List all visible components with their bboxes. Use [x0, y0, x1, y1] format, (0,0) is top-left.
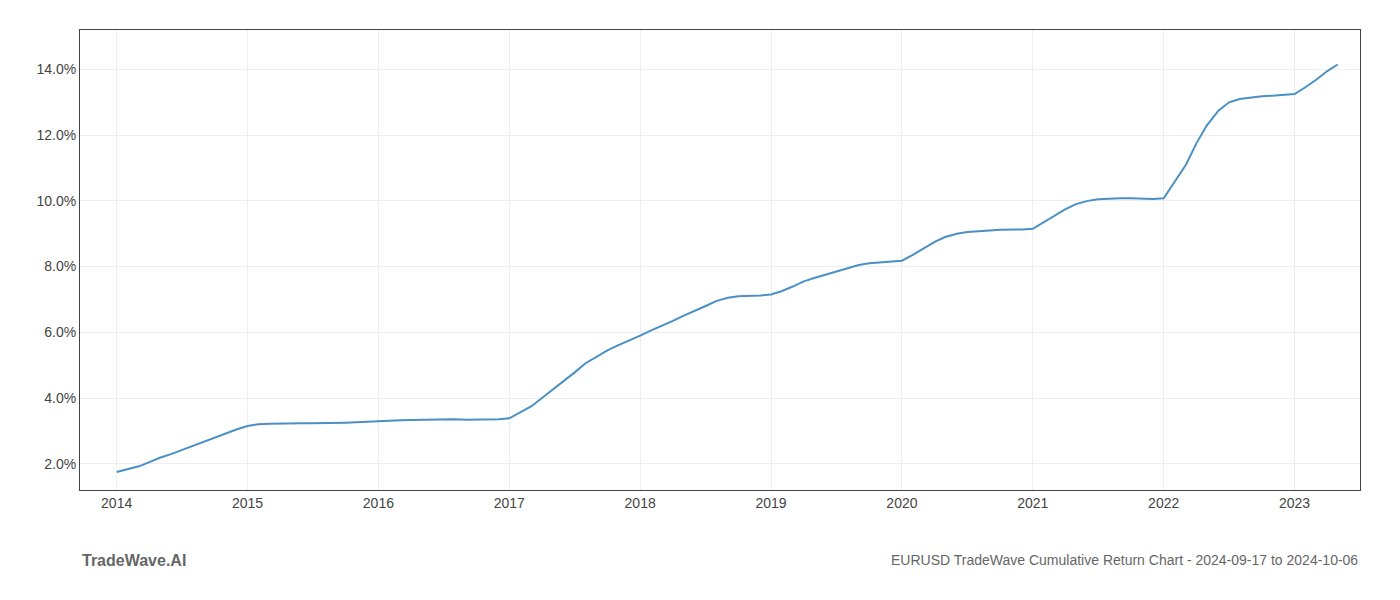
- svg-text:2023: 2023: [1279, 495, 1310, 511]
- svg-text:6.0%: 6.0%: [44, 324, 76, 340]
- svg-text:2021: 2021: [1017, 495, 1048, 511]
- svg-text:4.0%: 4.0%: [44, 390, 76, 406]
- svg-text:2019: 2019: [755, 495, 786, 511]
- svg-text:8.0%: 8.0%: [44, 258, 76, 274]
- svg-text:2018: 2018: [625, 495, 656, 511]
- svg-text:12.0%: 12.0%: [36, 127, 76, 143]
- svg-text:2022: 2022: [1148, 495, 1179, 511]
- svg-text:2020: 2020: [886, 495, 917, 511]
- svg-text:2014: 2014: [101, 495, 132, 511]
- svg-text:2.0%: 2.0%: [44, 456, 76, 472]
- svg-text:2015: 2015: [232, 495, 263, 511]
- svg-text:14.0%: 14.0%: [36, 61, 76, 77]
- svg-text:TradeWave.AI: TradeWave.AI: [82, 552, 186, 569]
- svg-text:2016: 2016: [363, 495, 394, 511]
- svg-text:2017: 2017: [494, 495, 525, 511]
- svg-text:10.0%: 10.0%: [36, 193, 76, 209]
- svg-text:EURUSD TradeWave Cumulative Re: EURUSD TradeWave Cumulative Return Chart…: [891, 552, 1358, 568]
